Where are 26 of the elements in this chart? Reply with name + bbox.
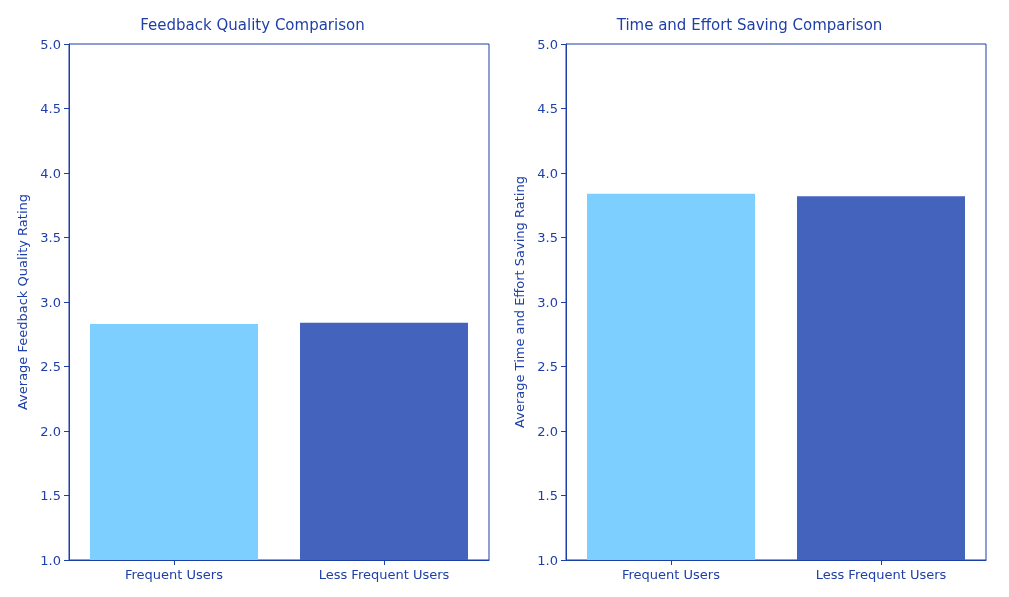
y-tick-label: 3.5	[536, 230, 558, 245]
x-tick-label: Frequent Users	[621, 567, 720, 582]
y-tick-label: 3.0	[536, 294, 558, 310]
y-tick-label: 2.5	[40, 359, 61, 374]
y-tick-label: 3.0	[40, 294, 61, 310]
y-tick-label: 1.0	[40, 552, 61, 568]
x-tick-label: Less Frequent Users	[815, 567, 947, 582]
y-tick-label: 4.0	[536, 165, 558, 181]
y-tick-label: 1.0	[536, 552, 558, 568]
y-tick-label: 1.5	[40, 488, 61, 503]
y-tick-label: 5.0	[536, 36, 558, 52]
y-tick-label: 2.5	[536, 359, 558, 374]
y-tick-label: 5.0	[40, 36, 61, 52]
y-tick-label: 4.5	[536, 101, 558, 116]
x-tick-label: Frequent Users	[125, 567, 224, 582]
y-tick-label: 4.5	[40, 101, 61, 116]
y-tick-label: 4.0	[40, 165, 61, 181]
y-tick-label: 2.0	[536, 423, 558, 439]
y-axis-title: Average Time and Effort Saving Rating	[511, 176, 527, 428]
y-axis-title: Average Feedback Quality Rating	[15, 193, 30, 411]
x-tick-label: Less Frequent Users	[318, 567, 450, 582]
chart-title: Time and Effort Saving Comparison	[615, 15, 882, 34]
chart-title: Feedback Quality Comparison	[140, 15, 365, 34]
y-tick-label: 3.5	[40, 230, 61, 245]
y-tick-label: 2.0	[40, 423, 61, 439]
y-tick-label: 1.5	[536, 488, 558, 503]
